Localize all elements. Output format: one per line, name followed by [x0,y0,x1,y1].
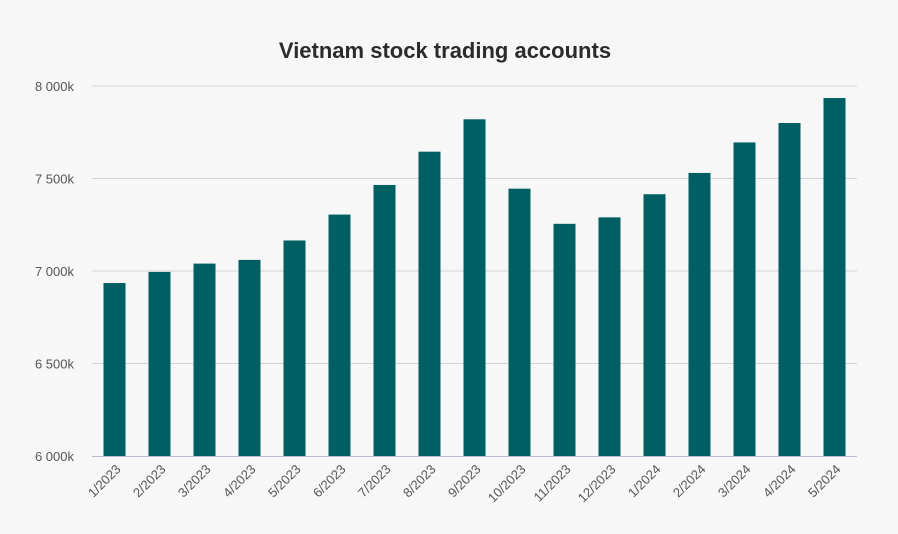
bar [373,184,396,456]
bar [823,98,846,457]
x-tick-label: 10/2023 [485,462,529,506]
x-tick-label: 5/2023 [265,462,304,501]
x-tick-label: 3/2023 [175,462,214,501]
x-tick-label: 1/2024 [625,462,664,501]
bar [283,240,306,456]
x-axis-ticks: 1/2023 2/2023 3/2023 4/2023 5/2023 6/2023 7/20… [85,462,844,506]
bar [463,119,486,457]
bar [193,263,216,456]
x-tick-label: 5/2024 [805,462,844,501]
y-tick-label: 6 000k [35,449,75,464]
y-axis-ticks: 6 000k 6 500k 7 000k 7 500k 8 000k [35,79,75,464]
bar [733,142,756,457]
bar [598,217,621,456]
y-tick-label: 7 500k [35,172,75,187]
x-tick-label: 11/2023 [530,462,573,505]
bar [778,123,801,456]
chart-title: Vietnam stock trading accounts [278,38,612,63]
bar [238,259,261,456]
y-tick-label: 6 500k [35,357,75,372]
x-tick-label: 2/2023 [130,462,169,501]
x-tick-label: 3/2024 [715,462,754,501]
x-tick-label: 12/2023 [575,462,619,506]
x-tick-label: 1/2023 [85,462,124,501]
bars [103,98,846,457]
x-tick-label: 8/2023 [400,462,439,501]
x-tick-label: 9/2023 [445,462,484,501]
bar [553,223,576,456]
x-tick-label: 4/2023 [220,462,259,501]
y-tick-label: 8 000k [35,79,75,94]
bar [643,194,666,456]
bar [328,214,351,456]
y-tick-label: 7 000k [35,264,75,279]
bar [103,283,126,456]
bar [508,188,531,457]
x-tick-label: 4/2024 [760,462,799,501]
bar [418,151,441,457]
x-tick-label: 2/2024 [670,462,709,501]
x-tick-label: 7/2023 [355,462,394,501]
bar [148,271,171,456]
x-tick-label: 6/2023 [310,462,349,501]
bar [688,172,711,456]
